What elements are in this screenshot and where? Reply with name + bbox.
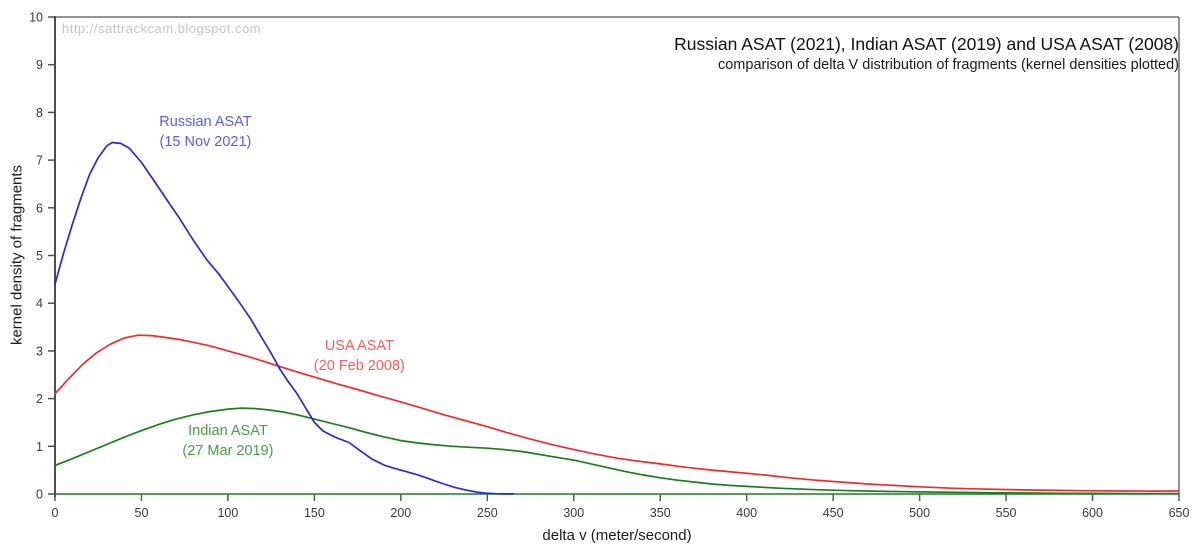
y-tick-label: 1: [36, 440, 43, 454]
x-tick-label: 50: [135, 506, 149, 520]
y-tick-label: 6: [36, 201, 43, 215]
series-label-indian-asat: Indian ASAT (27 Mar 2019): [182, 422, 274, 459]
x-tick-label: 0: [52, 506, 59, 520]
x-tick-label: 400: [736, 506, 757, 520]
series-label-russian-asat: Russian ASAT (15 Nov 2021): [159, 114, 252, 151]
x-tick-label: 450: [823, 506, 844, 520]
x-tick-label: 600: [1082, 506, 1103, 520]
y-tick-label: 5: [36, 249, 43, 263]
x-tick-label: 350: [650, 506, 671, 520]
y-tick-label: 3: [36, 344, 43, 358]
chart-subtitle: comparison of delta V distribution of fr…: [717, 57, 1179, 73]
y-axis-ticks: 0 1 2 3 4 5 6 7 8 9 10: [29, 11, 55, 502]
x-tick-label: 250: [477, 506, 498, 520]
y-axis-label: kernel density of fragments: [8, 164, 26, 346]
curve-indian-asat: [54, 407, 1180, 495]
curve-russian-asat: [54, 141, 515, 495]
x-tick-label: 650: [1169, 506, 1190, 520]
x-tick-label: 550: [996, 506, 1017, 520]
x-tick-label: 300: [563, 506, 584, 520]
x-tick-label: 150: [304, 506, 325, 520]
series-label-usa-asat: USA ASAT (20 Feb 2008): [313, 337, 405, 374]
y-tick-label: 2: [36, 392, 43, 406]
x-tick-label: 100: [217, 506, 238, 520]
y-tick-label: 7: [36, 154, 43, 168]
x-tick-label: 500: [909, 506, 930, 520]
y-tick-label: 10: [29, 11, 43, 25]
x-axis-ticks: 0 50 100 150 200 250 300 350 400 450 500 550 600 650: [52, 494, 1190, 520]
x-tick-label: 200: [390, 506, 411, 520]
y-tick-label: 9: [36, 58, 43, 72]
chart-title: Russian ASAT (2021), Indian ASAT (2019) …: [674, 34, 1179, 54]
y-tick-label: 0: [36, 488, 43, 502]
watermark-url: http://sattrackcam.blogspot.com: [62, 21, 262, 36]
y-tick-label: 4: [36, 297, 43, 311]
x-axis-label: delta v (meter/second): [542, 527, 692, 544]
y-tick-label: 8: [36, 106, 43, 120]
curve-usa-asat: [54, 334, 1180, 492]
plot-frame: [54, 16, 1180, 497]
